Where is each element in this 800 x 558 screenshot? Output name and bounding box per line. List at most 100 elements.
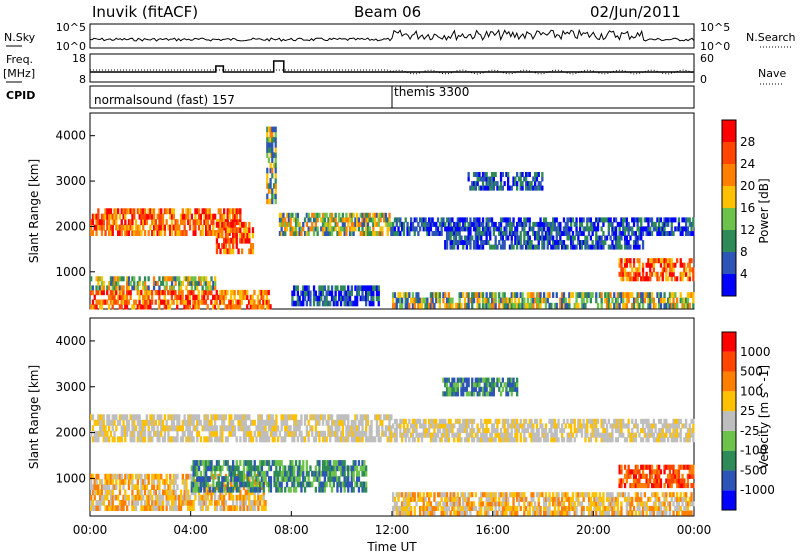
echo-cell bbox=[167, 500, 169, 506]
echo-cell bbox=[692, 222, 694, 227]
echo-cell bbox=[157, 281, 159, 286]
echo-cell bbox=[144, 276, 146, 281]
echo-cell bbox=[620, 511, 622, 516]
echo-cell bbox=[279, 465, 281, 471]
echo-cell bbox=[626, 236, 628, 241]
echo-cell bbox=[504, 181, 506, 186]
echo-cell bbox=[225, 414, 227, 420]
echo-cell bbox=[529, 217, 531, 222]
freq-label: Freq. bbox=[6, 53, 33, 66]
echo-cell bbox=[239, 227, 241, 233]
echo-cell bbox=[160, 230, 162, 236]
echo-cell bbox=[633, 506, 635, 511]
echo-cell bbox=[676, 276, 678, 281]
echo-cell bbox=[275, 132, 277, 138]
echo-cell bbox=[516, 181, 518, 186]
echo-cell bbox=[308, 285, 310, 291]
echo-cell bbox=[665, 511, 667, 516]
echo-cell bbox=[146, 414, 148, 420]
echo-cell bbox=[198, 465, 200, 471]
echo-cell bbox=[381, 226, 383, 231]
echo-cell bbox=[379, 217, 381, 222]
echo-cell bbox=[471, 492, 473, 497]
echo-cell bbox=[428, 428, 430, 433]
echo-cell bbox=[162, 500, 164, 506]
echo-cell bbox=[453, 492, 455, 497]
echo-cell bbox=[586, 240, 588, 245]
echo-cell bbox=[595, 423, 597, 428]
echo-cell bbox=[514, 177, 516, 182]
echo-cell bbox=[112, 304, 114, 309]
echo-cell bbox=[550, 231, 552, 236]
echo-cell bbox=[498, 506, 500, 511]
echo-cell bbox=[529, 236, 531, 241]
echo-cell bbox=[583, 298, 585, 304]
echo-cell bbox=[286, 226, 288, 231]
echo-cell bbox=[563, 419, 565, 424]
echo-cell bbox=[523, 511, 525, 516]
echo-cell bbox=[586, 298, 588, 304]
echo-cell bbox=[557, 423, 559, 428]
echo-cell bbox=[178, 276, 180, 281]
echo-cell bbox=[207, 505, 209, 511]
echo-cell bbox=[121, 304, 123, 309]
echo-cell bbox=[590, 506, 592, 511]
echo-cell bbox=[246, 304, 248, 309]
echo-cell bbox=[351, 217, 353, 222]
echo-cell bbox=[131, 474, 133, 480]
echo-cell bbox=[144, 230, 146, 236]
echo-cell bbox=[253, 300, 255, 305]
echo-cell bbox=[252, 248, 254, 254]
echo-cell bbox=[685, 267, 687, 272]
echo-cell bbox=[439, 428, 441, 433]
echo-cell bbox=[103, 285, 105, 290]
echo-cell bbox=[629, 258, 631, 263]
echo-cell bbox=[139, 276, 141, 281]
echo-cell bbox=[678, 217, 680, 222]
echo-cell bbox=[94, 295, 96, 300]
echo-cell bbox=[414, 492, 416, 497]
echo-cell bbox=[683, 263, 685, 268]
echo-cell bbox=[218, 476, 220, 482]
echo-cell bbox=[469, 226, 471, 231]
echo-cell bbox=[230, 414, 232, 420]
echo-cell bbox=[414, 497, 416, 502]
echo-cell bbox=[451, 303, 453, 309]
echo-cell bbox=[401, 437, 403, 442]
echo-cell bbox=[554, 222, 556, 227]
echo-cell bbox=[637, 492, 639, 497]
echo-cell bbox=[565, 423, 567, 428]
echo-cell bbox=[119, 484, 121, 490]
echo-cell bbox=[500, 222, 502, 227]
echo-cell bbox=[225, 295, 227, 300]
echo-cell bbox=[327, 285, 329, 291]
echo-cell bbox=[512, 217, 514, 222]
echo-cell bbox=[590, 497, 592, 502]
echo-cell bbox=[254, 495, 256, 501]
echo-cell bbox=[263, 487, 265, 493]
echo-cell bbox=[433, 497, 435, 502]
echo-cell bbox=[556, 433, 558, 438]
echo-cell bbox=[495, 292, 497, 298]
echo-cell bbox=[189, 219, 191, 225]
echo-cell bbox=[297, 291, 299, 297]
echo-cell bbox=[406, 298, 408, 304]
echo-cell bbox=[227, 460, 229, 466]
echo-cell bbox=[469, 245, 471, 250]
echo-cell bbox=[437, 226, 439, 231]
echo-cell bbox=[520, 236, 522, 241]
echo-cell bbox=[642, 263, 644, 268]
echo-cell bbox=[547, 433, 549, 438]
echo-cell bbox=[266, 431, 268, 437]
echo-cell bbox=[468, 497, 470, 502]
echo-cell bbox=[408, 231, 410, 236]
echo-cell bbox=[254, 460, 256, 466]
echo-cell bbox=[523, 501, 525, 506]
echo-cell bbox=[568, 231, 570, 236]
echo-cell bbox=[512, 501, 514, 506]
echo-cell bbox=[516, 437, 518, 442]
echo-cell bbox=[448, 437, 450, 442]
echo-cell bbox=[584, 437, 586, 442]
echo-cell bbox=[511, 186, 513, 191]
echo-cell bbox=[541, 423, 543, 428]
